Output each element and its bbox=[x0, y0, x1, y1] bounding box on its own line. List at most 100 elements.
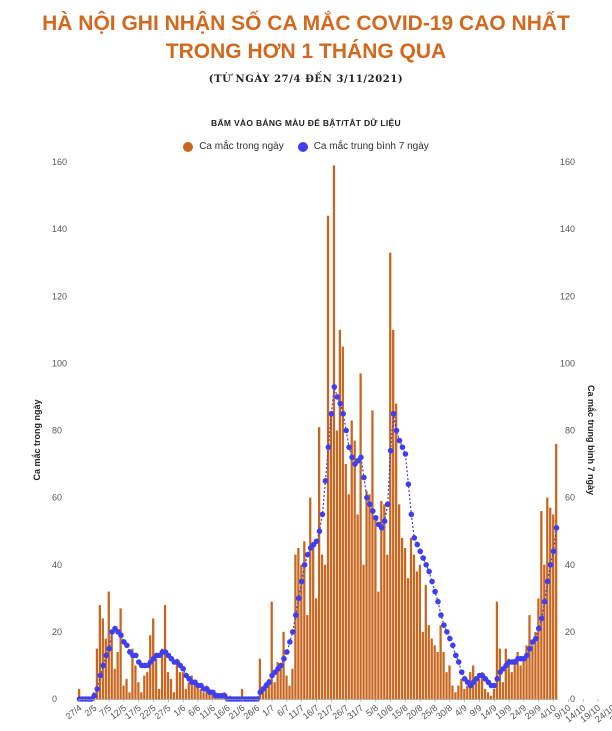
avg-point[interactable] bbox=[524, 652, 530, 659]
avg-point[interactable] bbox=[408, 511, 415, 518]
daily-bar[interactable] bbox=[107, 591, 110, 699]
avg-point[interactable] bbox=[411, 535, 418, 541]
daily-bar[interactable] bbox=[143, 675, 146, 699]
daily-bar[interactable] bbox=[353, 440, 356, 699]
legend-7day-average[interactable]: Ca mắc trung bình 7 ngày bbox=[297, 141, 429, 152]
daily-bar[interactable] bbox=[187, 682, 190, 699]
daily-bar[interactable] bbox=[546, 497, 549, 700]
daily-bar[interactable] bbox=[149, 635, 152, 699]
daily-bar[interactable] bbox=[288, 685, 291, 700]
daily-bar[interactable] bbox=[323, 564, 327, 699]
avg-point[interactable] bbox=[435, 598, 441, 605]
avg-point[interactable] bbox=[331, 384, 338, 390]
daily-bar[interactable] bbox=[101, 618, 104, 699]
daily-bar[interactable] bbox=[294, 554, 297, 699]
daily-bar[interactable] bbox=[412, 554, 416, 699]
daily-bar[interactable] bbox=[276, 662, 279, 699]
avg-point[interactable] bbox=[103, 652, 109, 659]
daily-bar[interactable] bbox=[202, 692, 205, 699]
daily-bar[interactable] bbox=[297, 547, 300, 699]
avg-point[interactable] bbox=[417, 548, 424, 555]
daily-bar[interactable] bbox=[347, 494, 350, 699]
daily-bar[interactable] bbox=[445, 672, 448, 699]
daily-bar[interactable] bbox=[332, 165, 336, 700]
daily-bar[interactable] bbox=[309, 497, 312, 700]
avg-point[interactable] bbox=[349, 454, 355, 461]
daily-bar[interactable] bbox=[371, 410, 374, 699]
avg-point[interactable] bbox=[304, 551, 311, 558]
avg-point[interactable] bbox=[319, 511, 326, 518]
daily-bar[interactable] bbox=[193, 682, 196, 699]
avg-point[interactable] bbox=[278, 662, 284, 669]
avg-point[interactable] bbox=[553, 525, 560, 531]
avg-point[interactable] bbox=[292, 612, 299, 618]
daily-bar[interactable] bbox=[344, 464, 347, 699]
avg-point[interactable] bbox=[106, 645, 112, 652]
daily-bar[interactable] bbox=[483, 688, 487, 699]
daily-bar[interactable] bbox=[98, 605, 101, 699]
daily-bar[interactable] bbox=[513, 658, 516, 699]
avg-point[interactable] bbox=[132, 652, 139, 659]
daily-bar[interactable] bbox=[359, 373, 362, 699]
daily-bar[interactable] bbox=[475, 682, 478, 699]
avg-point[interactable] bbox=[399, 444, 406, 451]
daily-bar[interactable] bbox=[478, 678, 481, 699]
daily-bar[interactable] bbox=[134, 665, 137, 699]
daily-bar[interactable] bbox=[463, 688, 466, 699]
daily-bar[interactable] bbox=[424, 584, 427, 699]
avg-point[interactable] bbox=[343, 427, 349, 434]
avg-point[interactable] bbox=[118, 632, 124, 639]
avg-point[interactable] bbox=[295, 595, 302, 602]
avg-point[interactable] bbox=[370, 508, 376, 514]
daily-bar[interactable] bbox=[374, 517, 377, 699]
daily-bar[interactable] bbox=[454, 692, 457, 699]
daily-bar[interactable] bbox=[160, 648, 164, 699]
daily-bar[interactable] bbox=[169, 678, 173, 699]
daily-bar[interactable] bbox=[137, 682, 140, 699]
daily-bar[interactable] bbox=[110, 631, 113, 700]
daily-bar[interactable] bbox=[442, 652, 445, 699]
avg-point[interactable] bbox=[414, 541, 421, 548]
avg-point[interactable] bbox=[550, 548, 557, 555]
daily-bar[interactable] bbox=[166, 672, 170, 699]
daily-bar[interactable] bbox=[448, 665, 451, 699]
daily-bar[interactable] bbox=[113, 668, 116, 699]
daily-bar[interactable] bbox=[258, 658, 261, 699]
daily-bar[interactable] bbox=[303, 541, 306, 699]
daily-bar[interactable] bbox=[312, 544, 315, 699]
daily-bar[interactable] bbox=[95, 648, 99, 699]
avg-point[interactable] bbox=[527, 645, 533, 652]
daily-bar[interactable] bbox=[205, 685, 208, 700]
avg-point[interactable] bbox=[402, 451, 409, 457]
daily-bar[interactable] bbox=[489, 695, 493, 699]
avg-point[interactable] bbox=[124, 642, 130, 649]
daily-bar[interactable] bbox=[400, 537, 404, 699]
avg-point[interactable] bbox=[340, 410, 346, 417]
daily-bar[interactable] bbox=[270, 601, 273, 699]
avg-point[interactable] bbox=[281, 655, 287, 662]
daily-bar[interactable] bbox=[264, 682, 267, 699]
daily-bar[interactable] bbox=[460, 678, 463, 699]
daily-bar[interactable] bbox=[389, 252, 392, 699]
avg-point[interactable] bbox=[390, 410, 397, 417]
daily-bar[interactable] bbox=[329, 413, 333, 699]
daily-bar[interactable] bbox=[122, 685, 125, 700]
daily-bar[interactable] bbox=[392, 329, 395, 699]
daily-bar[interactable] bbox=[415, 571, 419, 699]
daily-bar[interactable] bbox=[190, 675, 193, 699]
daily-bar[interactable] bbox=[433, 645, 436, 699]
avg-point[interactable] bbox=[420, 555, 426, 561]
avg-point[interactable] bbox=[452, 652, 459, 659]
daily-bar[interactable] bbox=[279, 665, 282, 699]
avg-point[interactable] bbox=[429, 578, 435, 585]
avg-point[interactable] bbox=[364, 494, 370, 501]
avg-point[interactable] bbox=[458, 669, 465, 675]
avg-point[interactable] bbox=[441, 622, 447, 628]
daily-bar[interactable] bbox=[555, 443, 558, 699]
avg-point[interactable] bbox=[432, 588, 438, 595]
avg-point[interactable] bbox=[180, 665, 186, 672]
daily-bar[interactable] bbox=[267, 678, 270, 699]
daily-bar[interactable] bbox=[261, 688, 264, 699]
avg-point[interactable] bbox=[444, 629, 450, 635]
daily-bar[interactable] bbox=[104, 638, 107, 699]
